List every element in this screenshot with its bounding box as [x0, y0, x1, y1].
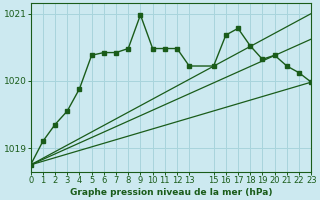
X-axis label: Graphe pression niveau de la mer (hPa): Graphe pression niveau de la mer (hPa) — [70, 188, 272, 197]
